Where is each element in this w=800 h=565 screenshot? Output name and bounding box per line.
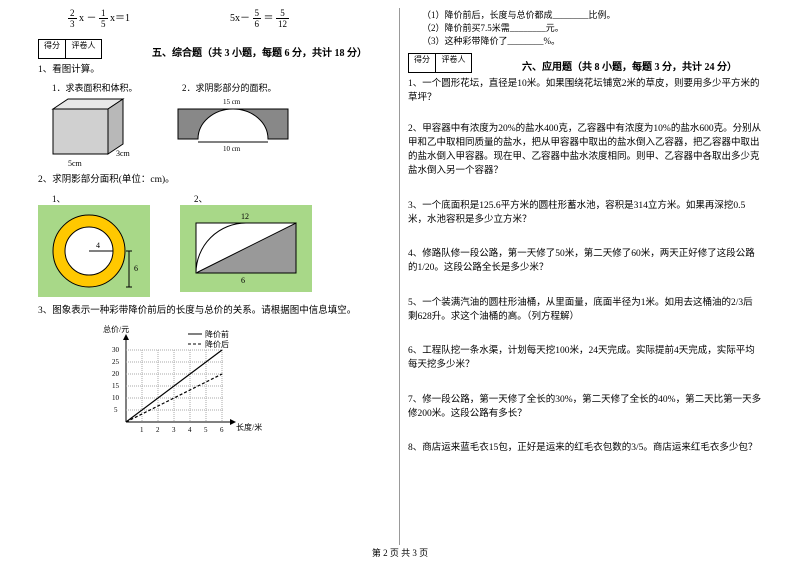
- q1: 1、看图计算。: [38, 63, 391, 77]
- svg-text:4: 4: [188, 426, 192, 434]
- q1a: 1．求表面积和体积。: [38, 81, 138, 94]
- svg-text:3cm: 3cm: [116, 149, 131, 158]
- svg-text:6: 6: [220, 426, 224, 434]
- section-6-title: 六、应用题（共 8 小题，每题 3 分，共计 24 分）: [522, 58, 737, 73]
- q3: 3、图象表示一种彩带降价前后的长度与总价的关系。请根据图中信息填空。: [38, 304, 391, 318]
- svg-text:5: 5: [204, 426, 208, 434]
- svg-text:6: 6: [241, 276, 245, 285]
- r2: （2）降价前买7.5米需________元。: [408, 21, 762, 34]
- grader-label: 评卷人: [66, 39, 102, 59]
- rq2: 2、甲容器中有浓度为20%的盐水400克，乙容器中有浓度为10%的盐水600克。…: [408, 122, 762, 179]
- ring-figure: 4 6: [44, 211, 144, 291]
- cube-figure: 5cm 3cm: [38, 94, 138, 169]
- svg-text:总价/元: 总价/元: [103, 324, 129, 334]
- svg-text:2: 2: [156, 426, 160, 434]
- svg-text:6: 6: [134, 264, 138, 273]
- q2: 2、求阴影部分面积(单位：cm)。: [38, 173, 391, 187]
- svg-text:15 cm: 15 cm: [223, 98, 241, 106]
- eq2: 5x－ 56 ＝ 512: [230, 8, 289, 29]
- grader-label-r: 评卷人: [436, 53, 472, 73]
- r1: （1）降价前后，长度与总价都成________比例。: [408, 8, 762, 21]
- score-label: 得分: [38, 39, 66, 59]
- price-chart: 总价/元 5 10 15: [98, 322, 268, 442]
- svg-text:长度/米: 长度/米: [236, 422, 262, 432]
- score-box-r: 得分 评卷人 六、应用题（共 8 小题，每题 3 分，共计 24 分）: [408, 53, 762, 73]
- q2-2: 2、: [180, 192, 312, 205]
- svg-text:5: 5: [114, 406, 118, 414]
- score-label-r: 得分: [408, 53, 436, 73]
- r3: （3）这种彩带降价了________%。: [408, 34, 762, 47]
- svg-text:4: 4: [96, 241, 100, 250]
- rq7: 7、修一段公路，第一天修了全长的30%，第二天修了全长的40%，第二天比第一天多…: [408, 393, 762, 422]
- q2-1: 1、: [38, 192, 150, 205]
- triangle-figure-box: 12 6: [180, 205, 312, 292]
- svg-text:10: 10: [112, 394, 120, 402]
- svg-text:25: 25: [112, 358, 120, 366]
- svg-text:20: 20: [112, 370, 120, 378]
- rq3: 3、一个底面积是125.6平方米的圆柱形蓄水池，容积是314立方米。如果再深挖0…: [408, 199, 762, 228]
- rq4: 4、修路队修一段公路，第一天修了50米，第二天修了60米，两天正好修了这段公路的…: [408, 247, 762, 276]
- svg-text:15: 15: [112, 382, 120, 390]
- eq1: 23 x － 15 x＝1: [68, 8, 130, 29]
- rq8: 8、商店运来蓝毛衣15包，正好是运来的红毛衣包数的3/5。商店运来红毛衣多少包？: [408, 441, 762, 455]
- svg-text:1: 1: [140, 426, 144, 434]
- q1b: 2．求阴影部分的面积。: [168, 81, 298, 94]
- svg-text:12: 12: [241, 212, 249, 221]
- rq6: 6、工程队挖一条水渠，计划每天挖100米，24天完成。实际提前4天完成，实际平均…: [408, 344, 762, 373]
- rq5: 5、一个装满汽油的圆柱形油桶，从里面量，底面半径为1米。如用去这桶油的2/3后剩…: [408, 296, 762, 325]
- equation-row: 23 x － 15 x＝1 5x－ 56 ＝ 512: [38, 8, 391, 29]
- svg-text:10 cm: 10 cm: [223, 145, 241, 153]
- svg-text:3: 3: [172, 426, 176, 434]
- triangle-figure: 12 6: [186, 211, 306, 286]
- svg-text:降价后: 降价后: [205, 339, 229, 349]
- section-5-title: 五、综合题（共 3 小题，每题 6 分，共计 18 分）: [152, 44, 367, 59]
- arch-figure: 15 cm 10 cm: [168, 94, 298, 154]
- score-box: 得分 评卷人 五、综合题（共 3 小题，每题 6 分，共计 18 分）: [38, 39, 391, 59]
- svg-text:降价前: 降价前: [205, 329, 229, 339]
- page-footer: 第 2 页 共 3 页: [0, 546, 800, 559]
- svg-text:5cm: 5cm: [68, 159, 83, 168]
- ring-figure-box: 4 6: [38, 205, 150, 297]
- svg-text:30: 30: [112, 346, 120, 354]
- rq1: 1、一个圆形花坛，直径是10米。如果围绕花坛铺宽2米的草皮，则要用多少平方米的草…: [408, 77, 762, 106]
